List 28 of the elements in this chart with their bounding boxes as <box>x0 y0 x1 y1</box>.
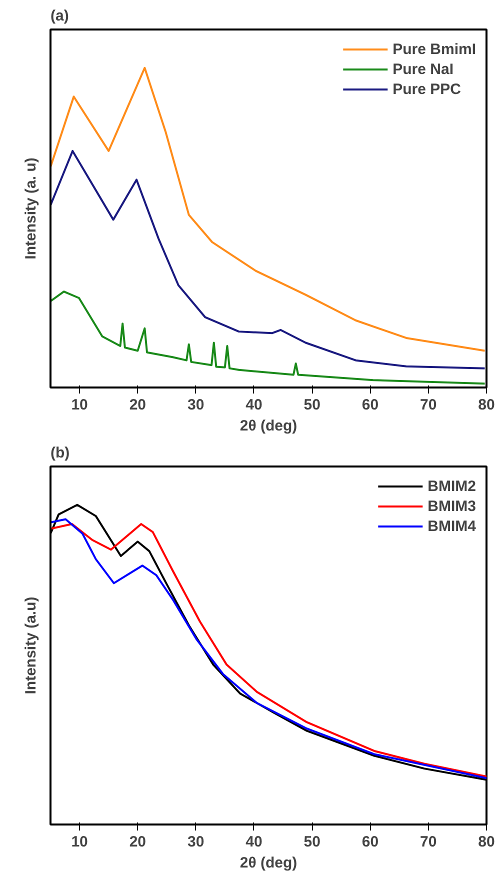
x-axis-title: 2θ (deg) <box>240 854 298 872</box>
legend-label: BMIM4 <box>428 518 476 534</box>
x-tick-label: 80 <box>478 396 495 414</box>
legend-label: Pure PPC <box>392 80 461 98</box>
x-tick-label: 10 <box>71 834 88 850</box>
chart-title: (a) <box>50 8 69 24</box>
x-tick-label: 30 <box>187 396 204 414</box>
x-tick-label: 60 <box>362 396 379 414</box>
x-tick-label: 20 <box>129 396 146 414</box>
x-tick-label: 70 <box>420 396 437 414</box>
x-tick-label: 60 <box>362 834 379 850</box>
x-tick-label: 80 <box>478 834 495 850</box>
x-tick-label: 30 <box>187 834 204 850</box>
legend-label: BMIM3 <box>428 498 476 514</box>
x-tick-label: 10 <box>71 396 88 414</box>
y-axis-title: Intensity (a. u) <box>22 158 40 260</box>
legend-label: Pure BmimI <box>392 40 476 58</box>
chart-title: (b) <box>50 444 70 462</box>
legend-label: BMIM2 <box>428 478 476 494</box>
x-tick-label: 20 <box>129 834 146 850</box>
x-tick-label: 50 <box>304 834 320 850</box>
legend-label: Pure NaI <box>392 60 454 78</box>
x-tick-label: 70 <box>420 834 437 850</box>
y-axis-title: Intensity (a.u) <box>22 596 40 694</box>
x-tick-label: 40 <box>246 396 262 414</box>
x-axis-title: 2θ (deg) <box>240 418 298 434</box>
x-tick-label: 40 <box>246 834 262 850</box>
x-tick-label: 50 <box>304 396 320 414</box>
